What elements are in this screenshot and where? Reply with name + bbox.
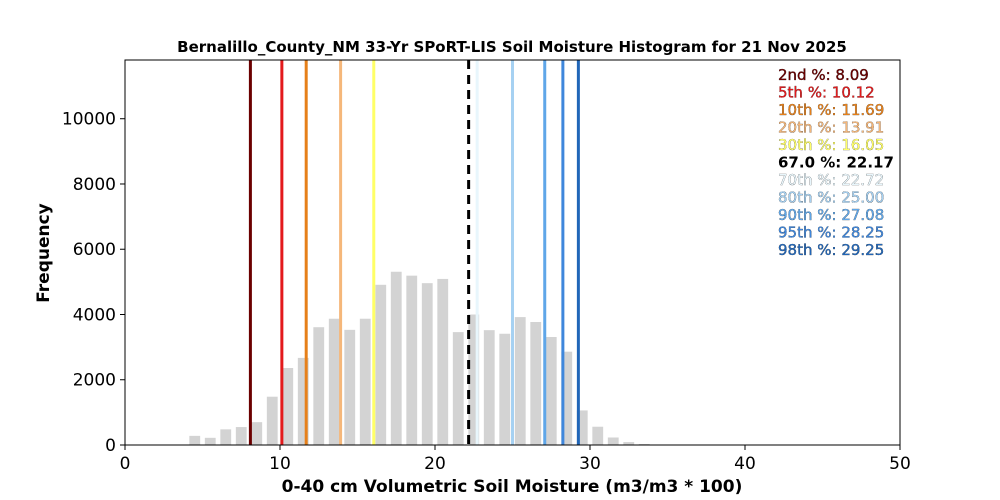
histogram-bar xyxy=(328,318,340,445)
histogram-bar xyxy=(545,337,557,445)
histogram-bar xyxy=(220,429,232,445)
histogram-bar xyxy=(359,318,371,445)
histogram-bar xyxy=(406,275,418,445)
chart-title: Bernalillo_County_NM 33-Yr SPoRT-LIS Soi… xyxy=(177,38,847,56)
histogram-bar xyxy=(576,410,588,445)
histogram-bar xyxy=(468,314,480,445)
y-tick-label: 0 xyxy=(105,436,116,456)
legend-entry: 98th %: 29.25 xyxy=(778,241,884,259)
x-tick-label: 10 xyxy=(269,454,291,474)
histogram-bar xyxy=(437,278,449,445)
y-axis-label: Frequency xyxy=(34,203,54,303)
legend-entry: 90th %: 27.08 xyxy=(778,206,884,224)
histogram-bar xyxy=(235,427,247,445)
histogram-bar xyxy=(251,422,263,445)
histogram-bar xyxy=(514,317,526,445)
legend-entry: 80th %: 25.00 xyxy=(778,189,884,207)
histogram-bar xyxy=(282,368,294,445)
histogram-bar xyxy=(189,435,201,445)
legend-entry: 5th %: 10.12 xyxy=(778,84,875,102)
histogram-bar xyxy=(421,283,433,445)
legend-entry: 20th %: 13.91 xyxy=(778,119,884,137)
legend-entry: 30th %: 16.05 xyxy=(778,136,884,154)
bars-group xyxy=(189,271,650,445)
histogram-bar xyxy=(390,271,402,445)
legend-entry: 67.0 %: 22.17 xyxy=(778,154,894,172)
plot-frame xyxy=(124,59,901,446)
histogram-bar xyxy=(561,351,573,445)
y-tick-label: 8000 xyxy=(73,175,116,195)
legend-entry: 95th %: 28.25 xyxy=(778,224,884,242)
legend-entry: 10th %: 11.69 xyxy=(778,101,884,119)
y-tick-label: 4000 xyxy=(73,305,116,325)
histogram-bar xyxy=(483,330,495,445)
histogram-bar xyxy=(204,437,216,445)
x-tick-label: 30 xyxy=(579,454,601,474)
x-tick-label: 40 xyxy=(734,454,756,474)
histogram-bar xyxy=(592,426,604,445)
histogram-bar xyxy=(375,284,387,445)
histogram-bar xyxy=(313,327,325,445)
legend-entry: 2nd %: 8.09 xyxy=(778,66,869,84)
x-axis-ticks: 0 10 20 30 40 50 xyxy=(120,445,911,474)
histogram-bar xyxy=(297,357,309,445)
x-tick-label: 50 xyxy=(889,454,911,474)
histogram-bar xyxy=(499,333,511,445)
percentile-lines-group xyxy=(248,60,580,445)
histogram-bar xyxy=(530,321,542,445)
y-tick-label: 2000 xyxy=(73,371,116,391)
histogram-bar xyxy=(623,442,635,445)
y-tick-label: 10000 xyxy=(62,110,116,130)
histogram-bar xyxy=(344,329,356,445)
y-axis-ticks: 0 2000 4000 6000 8000 10000 xyxy=(62,110,125,456)
x-tick-label: 20 xyxy=(424,454,446,474)
histogram-bar xyxy=(607,437,619,445)
legend-entry: 70th %: 22.72 xyxy=(778,171,884,189)
x-tick-label: 0 xyxy=(120,454,131,474)
histogram-bar xyxy=(266,396,278,445)
y-tick-label: 6000 xyxy=(73,240,116,260)
x-axis-label: 0-40 cm Volumetric Soil Moisture (m3/m3 … xyxy=(282,477,743,497)
histogram-bar xyxy=(452,332,464,445)
